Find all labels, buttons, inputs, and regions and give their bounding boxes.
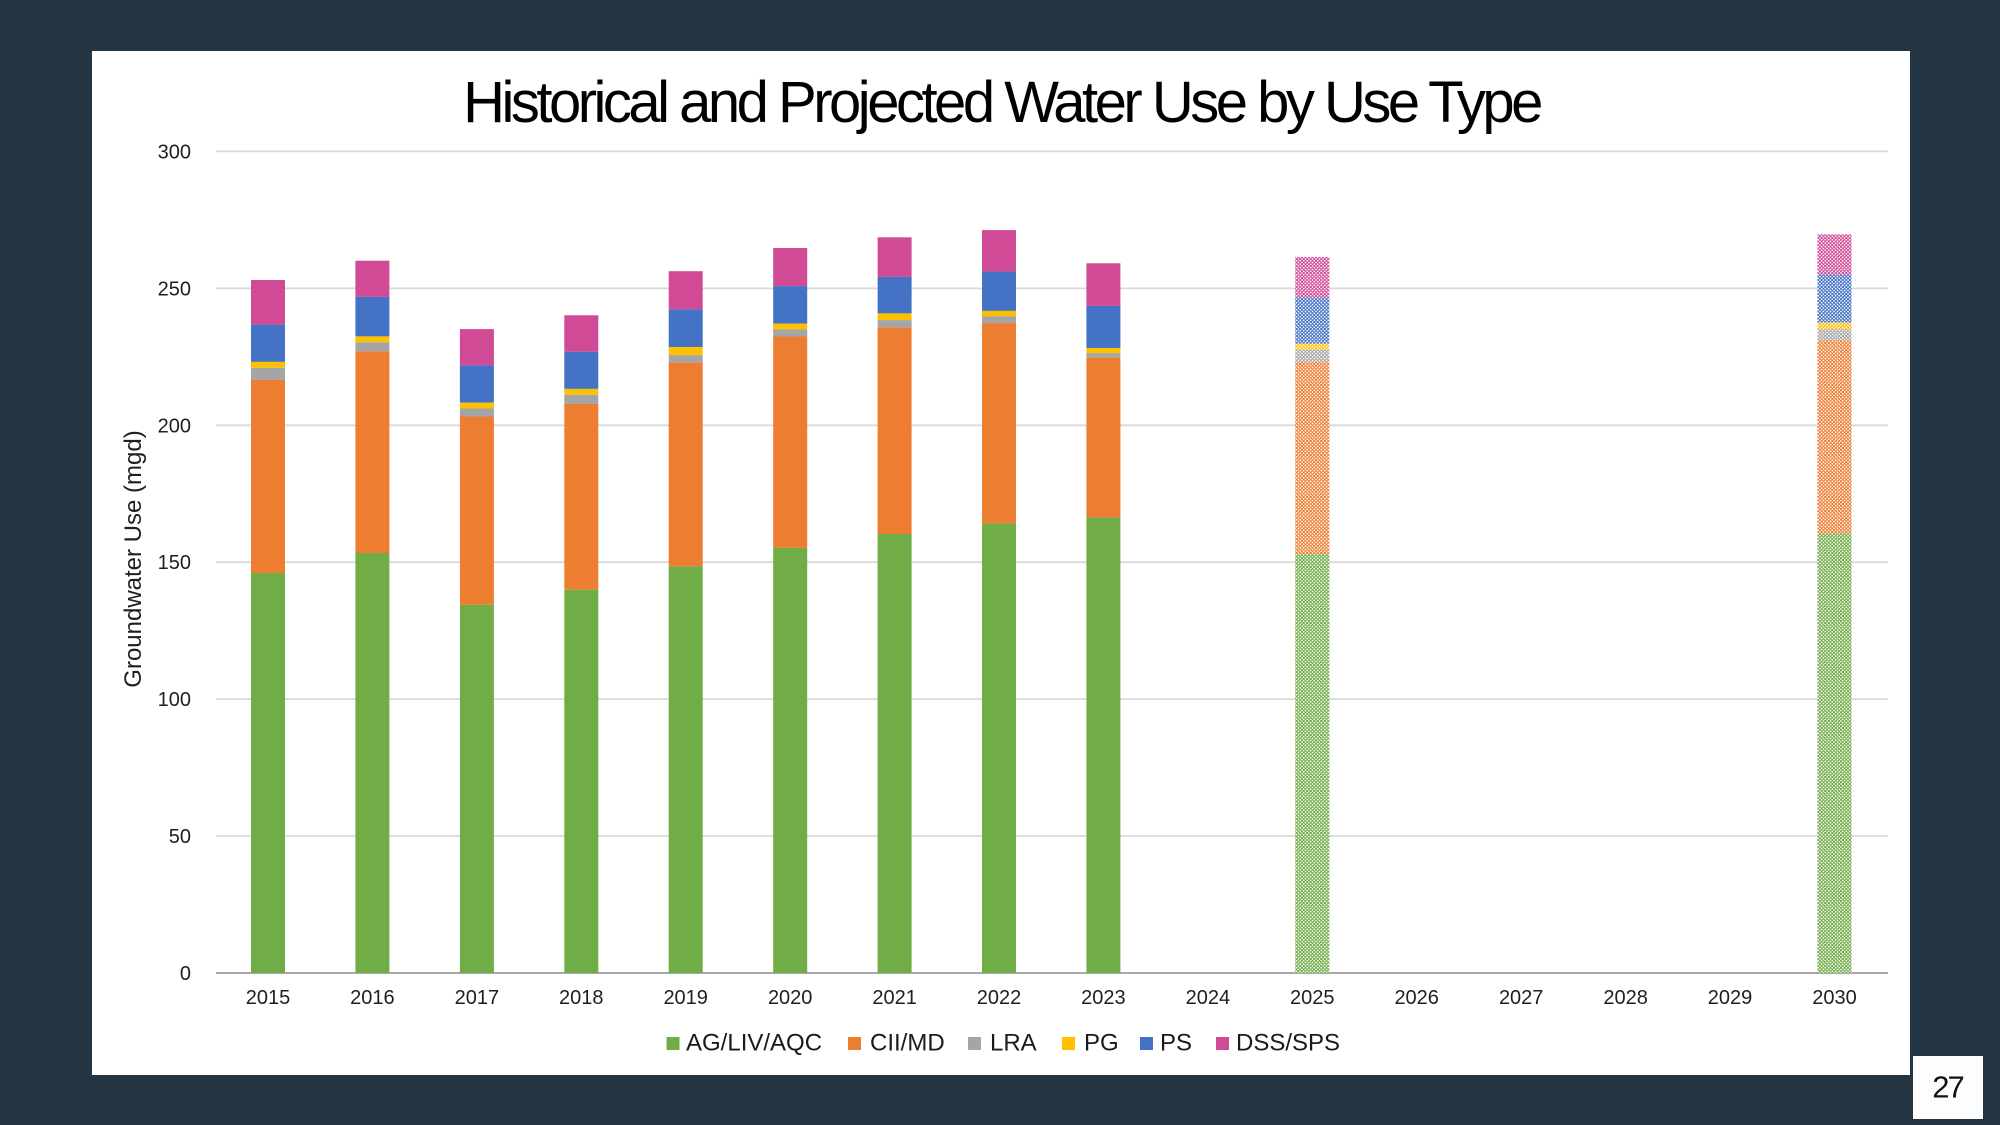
svg-text:2015: 2015 (246, 987, 291, 1009)
svg-text:2019: 2019 (663, 987, 708, 1009)
svg-text:PG: PG (1084, 1030, 1119, 1057)
svg-text:DSS/SPS: DSS/SPS (1236, 1030, 1340, 1057)
svg-text:2024: 2024 (1186, 987, 1231, 1009)
svg-text:2026: 2026 (1394, 987, 1439, 1009)
svg-text:2028: 2028 (1603, 987, 1648, 1009)
svg-text:2017: 2017 (455, 987, 500, 1009)
svg-text:2021: 2021 (872, 987, 917, 1009)
svg-text:2025: 2025 (1290, 987, 1335, 1009)
svg-text:LRA: LRA (990, 1030, 1037, 1057)
svg-text:2018: 2018 (559, 987, 604, 1009)
svg-text:CII/MD: CII/MD (870, 1030, 945, 1057)
svg-text:Historical and Projected Water: Historical and Projected Water Use by Us… (463, 70, 1541, 135)
svg-text:50: 50 (169, 826, 191, 848)
svg-text:AG/LIV/AQC: AG/LIV/AQC (686, 1030, 822, 1057)
svg-text:0: 0 (180, 963, 191, 985)
svg-text:2022: 2022 (977, 987, 1022, 1009)
svg-text:27: 27 (1932, 1070, 1963, 1105)
svg-text:2029: 2029 (1708, 987, 1753, 1009)
svg-text:2020: 2020 (768, 987, 813, 1009)
svg-text:2030: 2030 (1812, 987, 1857, 1009)
svg-text:2027: 2027 (1499, 987, 1544, 1009)
svg-text:100: 100 (158, 689, 191, 711)
svg-text:PS: PS (1160, 1030, 1192, 1057)
svg-text:2023: 2023 (1081, 987, 1126, 1009)
svg-text:300: 300 (158, 141, 191, 163)
svg-text:Groundwater Use (mgd): Groundwater Use (mgd) (120, 430, 147, 687)
svg-text:250: 250 (158, 278, 191, 300)
svg-text:150: 150 (158, 552, 191, 574)
svg-text:200: 200 (158, 415, 191, 437)
svg-text:2016: 2016 (350, 987, 395, 1009)
